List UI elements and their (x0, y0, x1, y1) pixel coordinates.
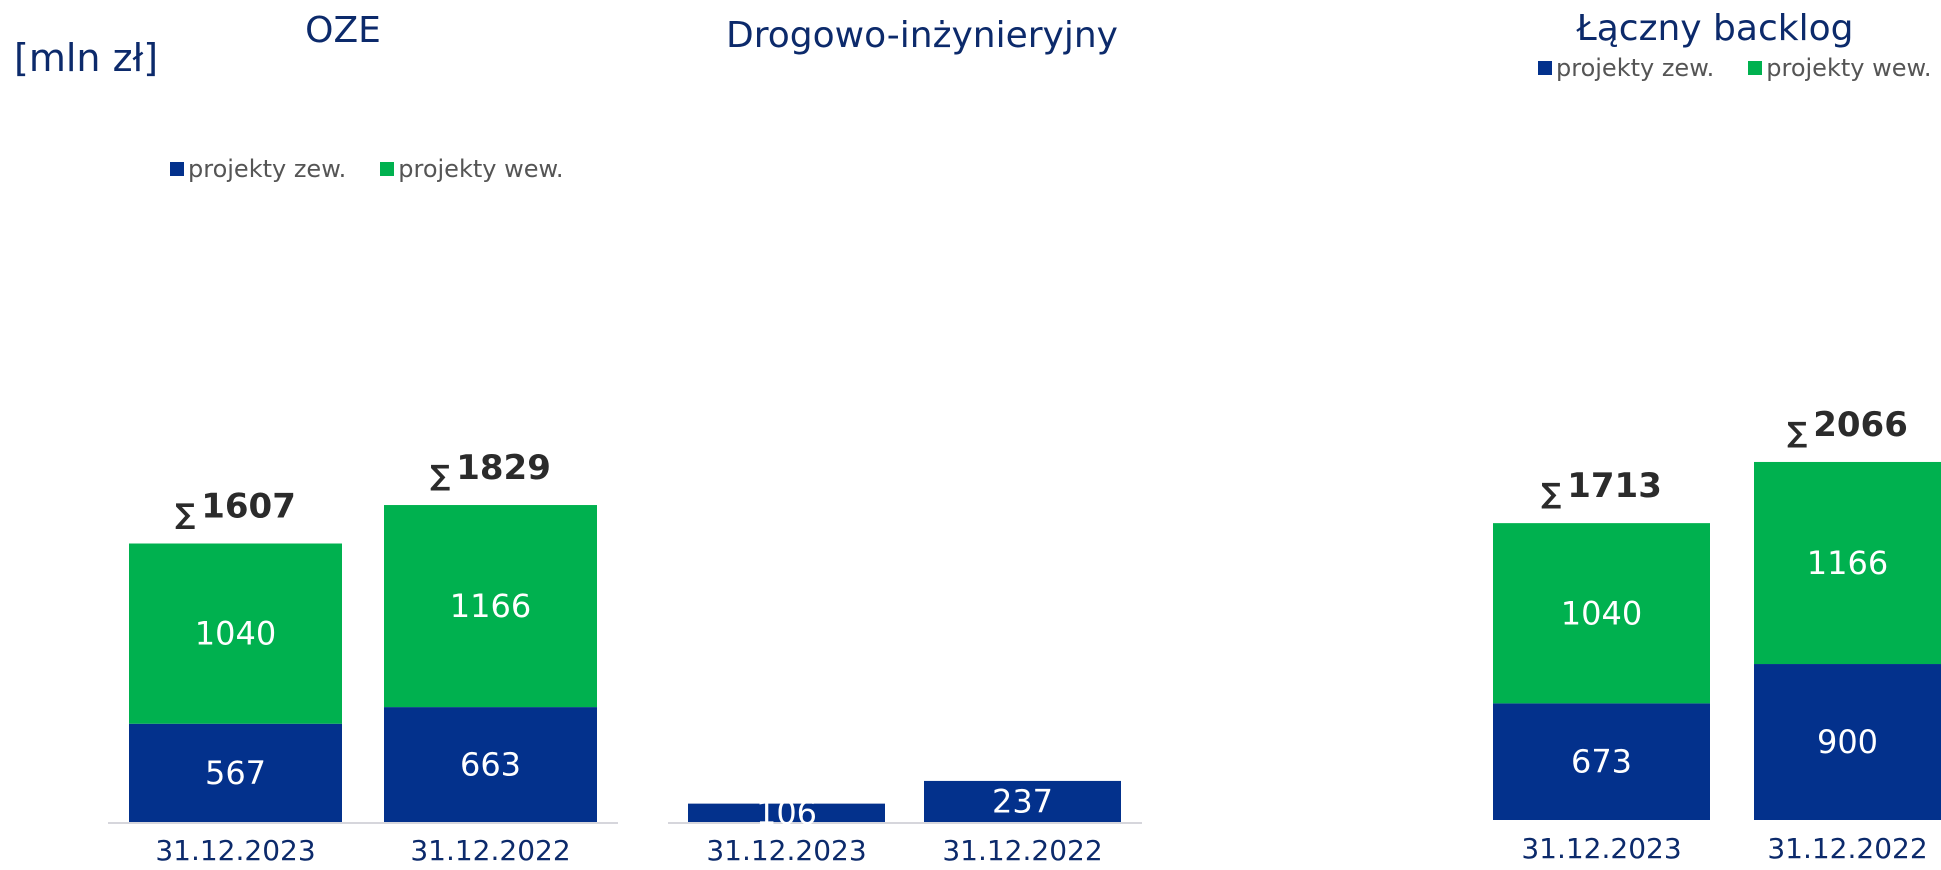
category-label: 31.12.2023 (706, 834, 866, 867)
total-label: ∑ 1829 (430, 448, 551, 492)
bar-segment-external (384, 707, 597, 822)
legend-item-internal: projekty wew. (380, 155, 564, 183)
total-label: ∑ 1607 (175, 487, 296, 531)
legend-item-external: projekty zew. (170, 155, 346, 183)
legend-oze: projekty zew. projekty wew. (170, 155, 564, 183)
category-label: 31.12.2022 (1767, 832, 1927, 865)
legend-label-external: projekty zew. (1556, 54, 1715, 82)
chart-title-backlog: Łączny backlog (1576, 8, 1854, 49)
bar-segment-internal (384, 505, 597, 708)
data-label: 106 (756, 794, 817, 832)
legend-swatch-internal (380, 162, 395, 176)
category-label: 31.12.2023 (1521, 832, 1681, 865)
bar-segment-external (129, 723, 342, 822)
bar-segment-external (924, 780, 1121, 822)
data-label: 663 (460, 746, 521, 784)
bar-segment-internal (1754, 461, 1941, 665)
data-label: 567 (205, 754, 266, 792)
total-label: ∑ 1713 (1541, 466, 1662, 510)
legend-swatch-external (170, 162, 184, 176)
unit-label: [mln zł] (14, 36, 159, 80)
total-label: ∑ 2066 (1787, 405, 1908, 449)
legend-item-external: projekty zew. (1538, 54, 1714, 82)
legend-swatch-internal (1748, 61, 1763, 75)
category-label: 31.12.2022 (410, 834, 570, 867)
category-label: 31.12.2022 (942, 834, 1102, 867)
bar-segment-internal (1493, 523, 1710, 704)
legend-label-internal: projekty wew. (398, 155, 564, 183)
legend-item-internal: projekty wew. (1748, 54, 1932, 82)
legend-backlog: projekty zew. projekty wew. (1538, 54, 1932, 82)
data-label: 1040 (1561, 594, 1642, 632)
legend-label-internal: projekty wew. (1766, 54, 1932, 82)
chart-title-oze: OZE (305, 10, 381, 51)
bar-segment-internal (129, 543, 342, 724)
bar-segment-external (688, 803, 885, 822)
data-label: 237 (992, 782, 1053, 820)
chart-title-drogowo: Drogowo-inżynieryjny (726, 15, 1118, 56)
data-label: 673 (1571, 743, 1632, 781)
bar-segment-external (1754, 664, 1941, 820)
legend-label-external: projekty zew. (188, 155, 347, 183)
category-label: 31.12.2023 (155, 834, 315, 867)
data-label: 900 (1817, 723, 1878, 761)
data-label: 1166 (1807, 544, 1888, 582)
data-label: 1040 (195, 615, 276, 653)
bar-segment-external (1493, 703, 1710, 820)
legend-swatch-external (1538, 61, 1552, 75)
data-label: 1166 (450, 587, 531, 625)
